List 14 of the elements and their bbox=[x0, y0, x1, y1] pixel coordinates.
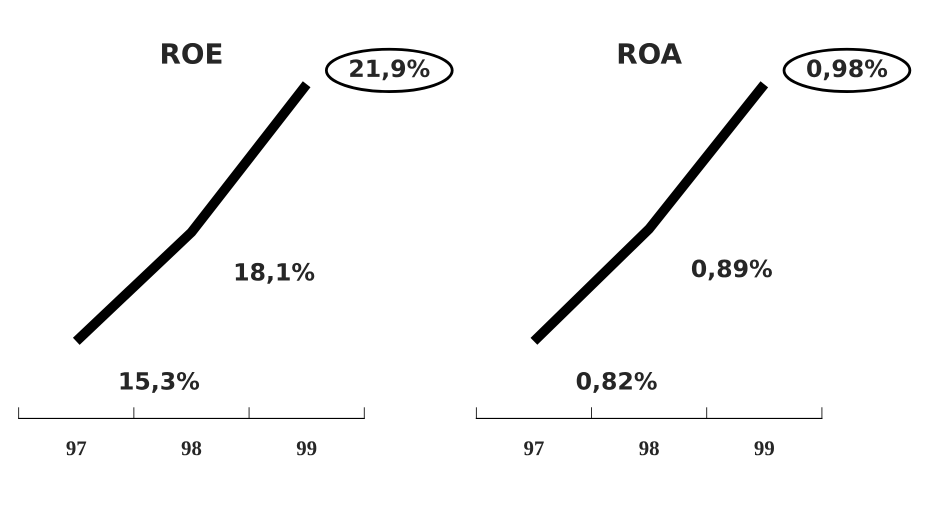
data-label: 15,3% bbox=[120, 372, 200, 393]
x-tick-label: 98 bbox=[639, 441, 659, 456]
x-tick-label: 98 bbox=[182, 441, 202, 456]
data-label: 0,98% bbox=[807, 59, 888, 80]
chart-title: ROA bbox=[618, 43, 682, 64]
data-label: 18,1% bbox=[236, 262, 314, 284]
x-tick-label: 99 bbox=[754, 441, 774, 456]
data-label: 0,89% bbox=[692, 260, 772, 280]
data-label: 21,9% bbox=[350, 59, 430, 80]
x-tick-label: 99 bbox=[296, 441, 316, 456]
x-tick-label: 97 bbox=[66, 441, 86, 456]
chart-title: ROE bbox=[162, 43, 222, 64]
x-tick-label: 97 bbox=[524, 441, 544, 456]
data-label: 0,82% bbox=[576, 372, 657, 393]
